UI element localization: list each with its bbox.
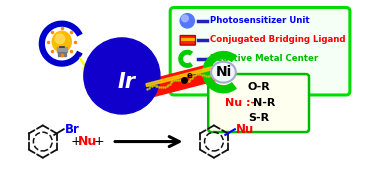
Text: Ni: Ni [215,65,231,79]
FancyBboxPatch shape [180,36,195,45]
Polygon shape [146,67,213,87]
Text: Nu: Nu [78,135,97,148]
Text: Br: Br [65,123,80,136]
Text: Reactive Metal Center: Reactive Metal Center [210,54,318,63]
Text: S-R: S-R [248,113,269,123]
Text: N-R: N-R [253,98,276,108]
Text: Conjugated Bridging Ligand: Conjugated Bridging Ligand [210,35,346,44]
Circle shape [109,64,140,95]
Circle shape [89,43,156,110]
Circle shape [182,15,188,22]
Ellipse shape [55,34,65,44]
FancyBboxPatch shape [208,74,309,132]
Text: Nu :-: Nu :- [225,98,255,108]
Text: +: + [94,135,104,148]
FancyBboxPatch shape [181,38,195,41]
Bar [57,47,67,52]
Text: Ir: Ir [118,72,135,92]
FancyBboxPatch shape [0,2,356,187]
Circle shape [117,72,134,89]
FancyBboxPatch shape [170,8,350,95]
Ellipse shape [211,62,236,83]
Ellipse shape [52,31,71,52]
Polygon shape [145,64,216,98]
Text: +: + [71,135,81,148]
Text: Nu: Nu [236,123,254,136]
Circle shape [95,49,151,106]
Circle shape [180,14,195,28]
Polygon shape [80,57,91,80]
Circle shape [102,56,146,100]
Circle shape [84,38,160,114]
Text: e⁻: e⁻ [187,71,197,80]
Text: Photosensitizer Unit: Photosensitizer Unit [210,16,310,25]
Bar [58,52,65,56]
Text: O-R: O-R [247,82,270,92]
